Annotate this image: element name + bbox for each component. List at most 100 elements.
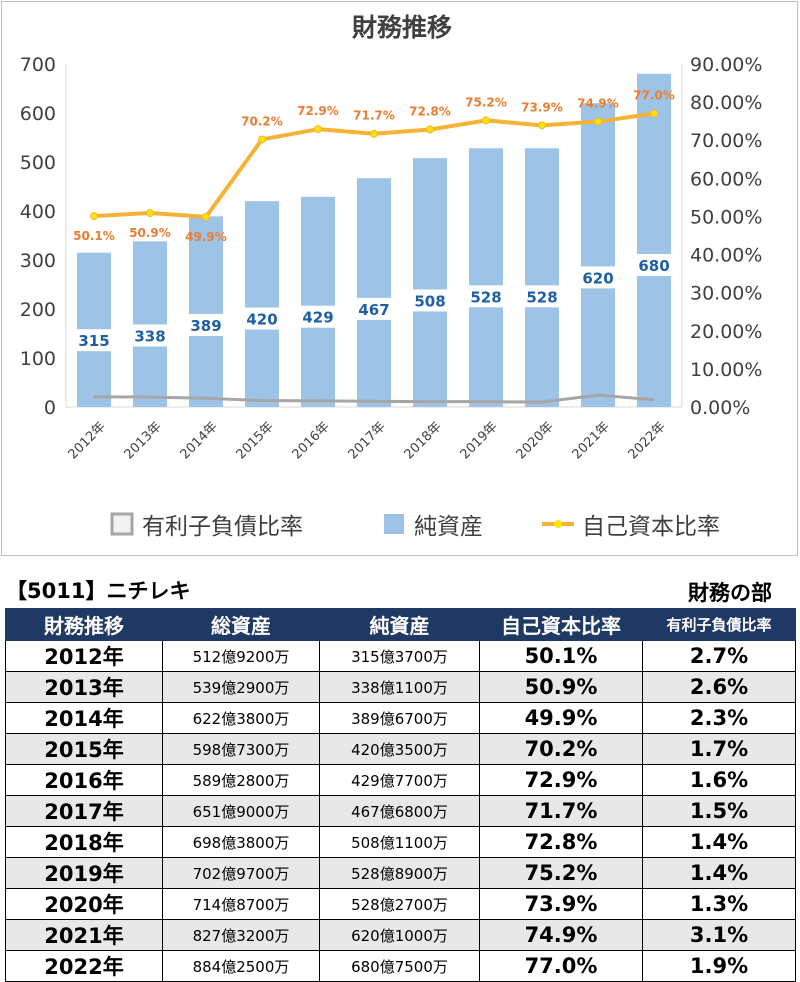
x-tick-label: 2018年: [402, 419, 445, 462]
cell-equity-ratio: 74.9%: [479, 919, 643, 951]
cell-year: 2015年: [5, 733, 163, 765]
line-data-label: 49.9%: [185, 230, 227, 244]
y-right-tick-label: 50.00%: [690, 206, 762, 228]
legend-swatch-debt-ratio: [110, 512, 134, 536]
y-left-tick-label: 600: [20, 103, 56, 125]
table-row: 2017年 651億9000万 467億6800万 71.7% 1.5%: [5, 795, 796, 827]
table-row: 2014年 622億3800万 389億6700万 49.9% 2.3%: [5, 702, 796, 734]
cell-total-assets: 539億2900万: [162, 671, 320, 703]
table-row: 2015年 598億7300万 420億3500万 70.2% 1.7%: [5, 733, 796, 765]
legend-swatch-equity-marker: [554, 520, 562, 528]
x-tick-label: 2020年: [514, 419, 557, 462]
y-right-tick-label: 10.00%: [690, 359, 762, 381]
cell-net-assets: 315億3700万: [319, 640, 480, 672]
line-point-equity-ratio: [202, 212, 210, 221]
y-left-tick-label: 700: [20, 54, 56, 76]
cell-net-assets: 680億7500万: [319, 950, 480, 982]
cell-total-assets: 714億8700万: [162, 888, 320, 920]
bar-data-label: 528: [470, 288, 501, 306]
y-left-tick-label: 200: [20, 299, 56, 321]
cell-year: 2016年: [5, 764, 163, 796]
x-tick-label: 2012年: [66, 419, 109, 462]
cell-debt-ratio: 1.7%: [642, 733, 796, 765]
header-net-assets: 純資産: [319, 608, 480, 641]
y-right-tick-label: 20.00%: [690, 321, 762, 343]
cell-total-assets: 884億2500万: [162, 950, 320, 982]
line-data-label: 75.2%: [465, 95, 507, 109]
legend-label-net-assets: 純資産: [414, 514, 483, 540]
area-debt-ratio-line: [93, 393, 655, 404]
cell-debt-ratio: 1.3%: [642, 888, 796, 920]
cell-net-assets: 620億1000万: [319, 919, 480, 951]
cell-debt-ratio: 2.3%: [642, 702, 796, 734]
cell-year: 2014年: [5, 702, 163, 734]
table-row: 2019年 702億9700万 528億8900万 75.2% 1.4%: [5, 857, 796, 889]
bar-net-assets: [189, 216, 223, 407]
cell-equity-ratio: 72.8%: [479, 826, 643, 858]
table-header: 財務推移 総資産 純資産 自己資本比率 有利子負債比率: [5, 608, 796, 641]
cell-net-assets: 429億7700万: [319, 764, 480, 796]
y-right-tick-label: 90.00%: [690, 54, 762, 76]
cell-year: 2019年: [5, 857, 163, 889]
line-data-label: 72.9%: [297, 104, 339, 118]
line-data-label: 73.9%: [521, 100, 563, 114]
legend-label-debt-ratio: 有利子負債比率: [142, 514, 303, 540]
y-left-tick-label: 300: [20, 250, 56, 272]
y-left-tick-label: 0: [44, 397, 56, 419]
line-data-label: 77.0%: [633, 89, 675, 103]
bar-label-bg: [525, 285, 559, 308]
cell-net-assets: 528億2700万: [319, 888, 480, 920]
chart-title: 財務推移: [352, 13, 452, 42]
cell-total-assets: 702億9700万: [162, 857, 320, 889]
line-point-equity-ratio: [314, 125, 322, 134]
x-tick-label: 2019年: [458, 419, 501, 462]
cell-net-assets: 528億8900万: [319, 857, 480, 889]
cell-debt-ratio: 1.4%: [642, 857, 796, 889]
x-tick-label: 2017年: [346, 419, 389, 462]
table-row: 2021年 827億3200万 620億1000万 74.9% 3.1%: [5, 919, 796, 951]
cell-total-assets: 827億3200万: [162, 919, 320, 951]
cell-total-assets: 598億7300万: [162, 733, 320, 765]
y-left-tick-label: 500: [20, 152, 56, 174]
bar-net-assets: [245, 201, 279, 407]
line-data-label: 71.7%: [353, 109, 395, 123]
line-point-equity-ratio: [370, 129, 378, 138]
legend-swatch-net-assets: [384, 514, 404, 534]
bar-data-label: 680: [638, 257, 669, 275]
cell-equity-ratio: 77.0%: [479, 950, 643, 982]
line-point-equity-ratio: [482, 116, 490, 125]
y-right-tick-label: 30.00%: [690, 283, 762, 305]
section-name: 財務の部: [688, 581, 772, 605]
bar-label-bg: [581, 266, 615, 289]
bar-net-assets: [637, 73, 671, 408]
x-tick-label: 2022年: [626, 419, 669, 462]
bar-data-label: 528: [526, 288, 557, 306]
x-tick-label: 2015年: [234, 419, 277, 462]
line-data-label: 50.1%: [73, 229, 115, 243]
y-right-tick-label: 70.00%: [690, 130, 762, 152]
bar-net-assets: [581, 103, 615, 407]
cell-year: 2012年: [5, 640, 163, 672]
line-point-equity-ratio: [650, 109, 658, 118]
bar-net-assets: [133, 241, 167, 407]
table-body: 2012年 512億9200万 315億3700万 50.1% 2.7% 2013年 539…: [5, 640, 796, 982]
line-point-equity-ratio: [258, 135, 266, 144]
bar-data-label: 315: [78, 332, 109, 350]
cell-year: 2020年: [5, 888, 163, 920]
cell-total-assets: 589億2800万: [162, 764, 320, 796]
bar-data-label: 389: [190, 317, 221, 335]
line-point-equity-ratio: [594, 117, 602, 126]
cell-debt-ratio: 1.5%: [642, 795, 796, 827]
bar-label-bg: [637, 254, 671, 277]
cell-year: 2013年: [5, 671, 163, 703]
cell-total-assets: 698億3800万: [162, 826, 320, 858]
cell-net-assets: 389億6700万: [319, 702, 480, 734]
y-right-tick-label: 40.00%: [690, 245, 762, 267]
bar-data-label: 429: [302, 309, 333, 327]
header-period: 財務推移: [5, 608, 163, 641]
y-right-tick-label: 60.00%: [690, 168, 762, 190]
bar-data-label: 620: [582, 269, 613, 287]
legend-label-equity-ratio: 自己資本比率: [582, 514, 720, 540]
header-equity-ratio: 自己資本比率: [479, 608, 643, 641]
bar-net-assets: [413, 158, 447, 407]
